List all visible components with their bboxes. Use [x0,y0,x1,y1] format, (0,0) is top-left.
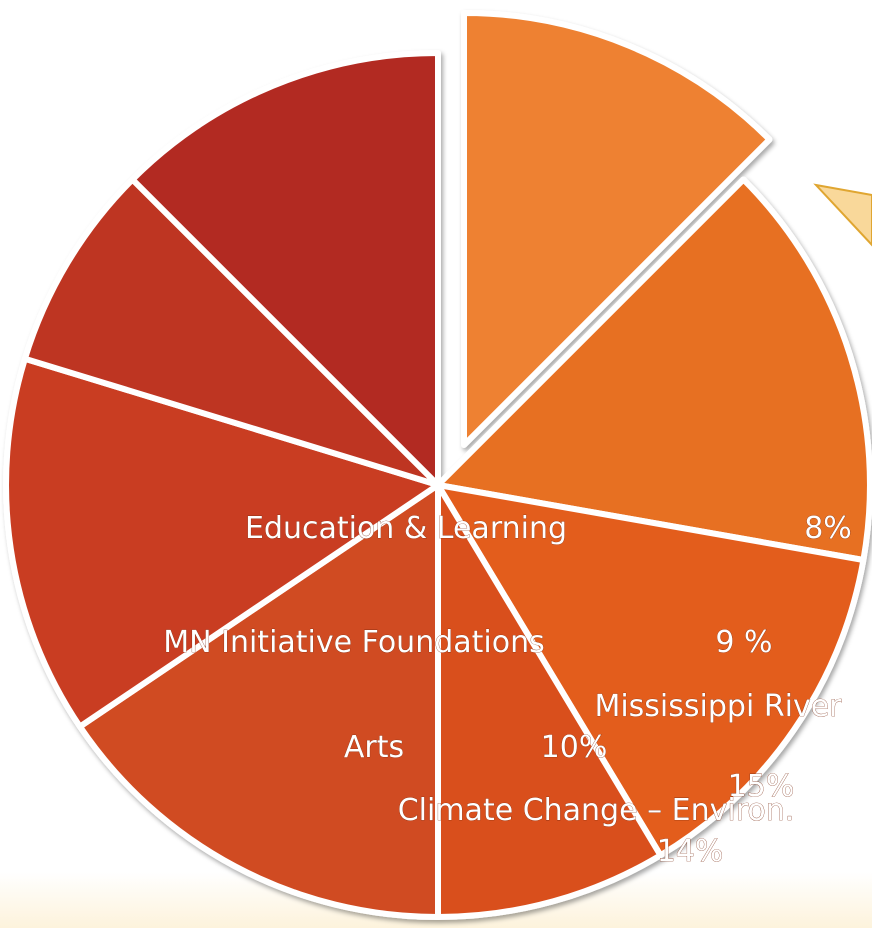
slice-value-label-3: 9 % [715,625,772,660]
slice-label-6: Mississippi River [594,689,842,724]
pie-slice-1 [461,10,773,448]
slice-label-7: Climate Change – Environ. [398,793,795,828]
callout-pointer [813,183,872,247]
pie-slice-2 [435,176,872,563]
pie-slice-8 [129,50,441,488]
pie-slice-5 [76,482,441,920]
slice-label-4: MN Initiative Foundations [163,625,544,660]
slice-value-label-5: 15% [728,769,795,804]
pie-slice-4 [435,482,664,920]
slice-value-label-2: 8% [804,511,852,546]
slice-label-5: Arts [344,730,404,765]
slice-value-label-6: 14% [657,834,724,869]
pie-slice-3 [435,482,867,859]
pie-slice-7 [21,176,441,488]
slice-label-3: Education & Learning [245,511,567,546]
pie-slice-6 [3,355,441,730]
slice-value-label-4: 10% [541,730,608,765]
